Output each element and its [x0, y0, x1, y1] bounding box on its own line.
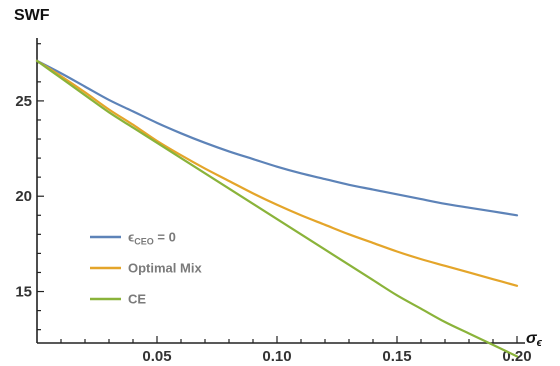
x-axis-title: σϵ: [526, 330, 543, 349]
series-line-2: [35, 59, 519, 287]
legend-label: ϵCEO = 0: [128, 230, 176, 247]
x-tick-label: 0.05: [142, 348, 171, 365]
series-group: [35, 59, 519, 358]
y-ticks: 15 20 25: [15, 43, 44, 331]
y-tick-label: 20: [15, 188, 32, 205]
y-axis-title: SWF: [14, 7, 50, 24]
x-ticks: 0.05 0.10 0.15 0.20: [60, 336, 532, 365]
series-line-3: [35, 59, 519, 358]
legend-label: Optimal Mix: [128, 261, 202, 276]
axes: [36, 38, 525, 344]
legend: ϵCEO = 0 Optimal Mix CE: [90, 230, 202, 307]
x-tick-label: 0.15: [382, 348, 411, 365]
y-tick-label: 15: [15, 284, 32, 301]
y-tick-label: 25: [15, 93, 32, 110]
series-line-1: [35, 59, 519, 217]
x-tick-label: 0.10: [262, 348, 291, 365]
legend-label: CE: [128, 292, 146, 307]
